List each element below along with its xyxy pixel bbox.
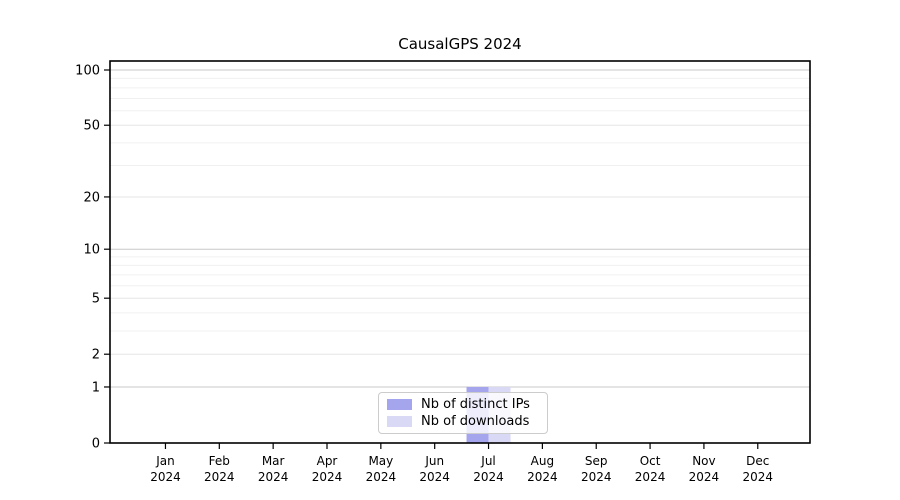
x-tick-label-year: 2024 xyxy=(473,470,504,484)
x-tick-label-month: Aug xyxy=(531,454,554,468)
x-tick-label-month: May xyxy=(368,454,393,468)
x-tick-label-month: Jun xyxy=(424,454,444,468)
x-tick-label-month: Jan xyxy=(155,454,175,468)
x-tick-label-year: 2024 xyxy=(204,470,235,484)
x-tick-label-month: Mar xyxy=(262,454,285,468)
x-tick-label-year: 2024 xyxy=(742,470,773,484)
legend-swatch-distinct-ips xyxy=(387,399,412,410)
x-tick-label-month: Oct xyxy=(640,454,661,468)
chart-title: CausalGPS 2024 xyxy=(398,35,522,53)
x-tick-label-month: Sep xyxy=(585,454,608,468)
y-tick-label: 10 xyxy=(83,243,100,258)
legend-label-distinct-ips: Nb of distinct IPs xyxy=(421,397,530,412)
x-tick-label-month: Feb xyxy=(209,454,230,468)
legend-item-downloads: Nb of downloads xyxy=(387,413,539,430)
x-tick-label-month: Dec xyxy=(746,454,769,468)
x-tick-label-year: 2024 xyxy=(689,470,720,484)
y-tick-label: 50 xyxy=(83,119,100,134)
x-tick-label-month: Nov xyxy=(692,454,715,468)
x-tick-label-month: Jul xyxy=(480,454,495,468)
x-tick-label-month: Apr xyxy=(317,454,338,468)
x-tick-label-year: 2024 xyxy=(258,470,289,484)
x-tick-label-year: 2024 xyxy=(312,470,343,484)
y-tick-label: 2 xyxy=(92,348,100,363)
y-tick-label: 100 xyxy=(75,64,100,79)
x-tick-label-year: 2024 xyxy=(635,470,666,484)
y-tick-label: 1 xyxy=(92,380,100,395)
x-tick-label-year: 2024 xyxy=(150,470,181,484)
x-tick-label-year: 2024 xyxy=(581,470,612,484)
x-tick-label-year: 2024 xyxy=(527,470,558,484)
legend: Nb of distinct IPs Nb of downloads xyxy=(378,392,548,434)
y-tick-label: 5 xyxy=(92,292,100,307)
legend-swatch-downloads xyxy=(387,416,412,427)
x-tick-label-year: 2024 xyxy=(419,470,450,484)
y-tick-label: 0 xyxy=(92,437,100,452)
y-tick-label: 20 xyxy=(83,190,100,205)
plot-border xyxy=(109,60,811,444)
legend-label-downloads: Nb of downloads xyxy=(421,414,530,429)
legend-item-distinct-ips: Nb of distinct IPs xyxy=(387,396,539,413)
x-tick-label-year: 2024 xyxy=(366,470,397,484)
